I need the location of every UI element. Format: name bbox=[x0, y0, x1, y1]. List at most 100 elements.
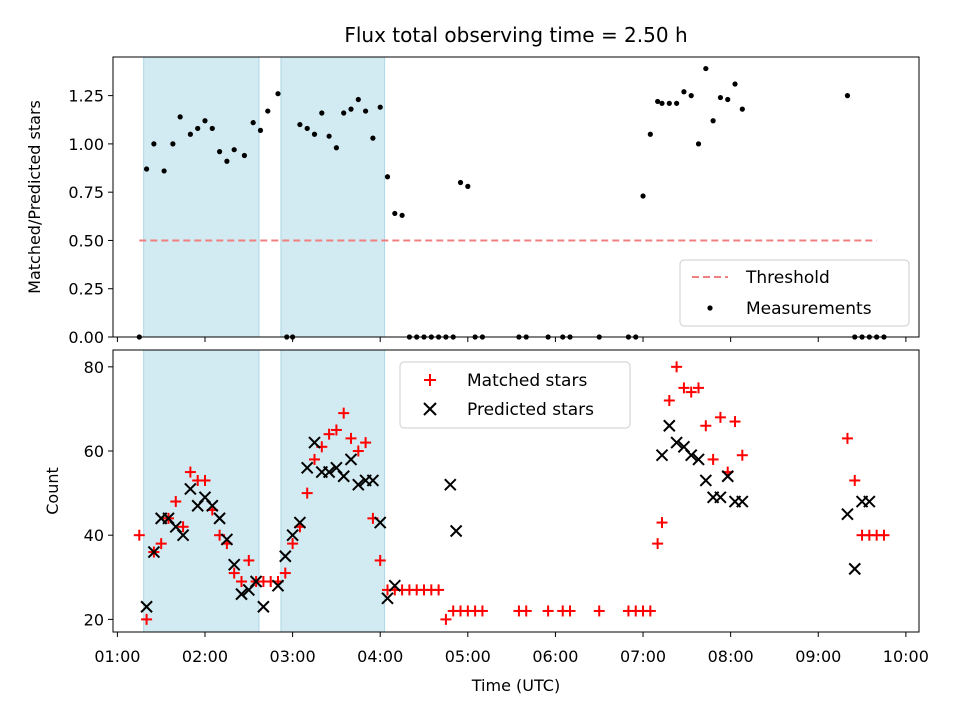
measurement-point bbox=[216, 149, 223, 155]
x-tick-label: 09:00 bbox=[795, 647, 841, 666]
observing-interval-shade bbox=[143, 56, 260, 338]
measurement-point bbox=[647, 131, 653, 137]
matched-star-point bbox=[671, 361, 683, 373]
predicted-star-point bbox=[366, 474, 380, 487]
measurement-point bbox=[844, 93, 851, 99]
predicted-star-point bbox=[206, 499, 219, 512]
x-tick-label: 05:00 bbox=[445, 647, 491, 666]
predicted-star-point bbox=[308, 436, 321, 449]
measurement-point bbox=[151, 141, 157, 147]
matched-star-point bbox=[243, 554, 255, 566]
matched-star-point bbox=[729, 416, 741, 428]
measurement-point bbox=[732, 81, 738, 87]
measurement-point bbox=[297, 121, 303, 128]
measurement-point bbox=[703, 65, 709, 72]
predicted-star-point bbox=[692, 453, 705, 466]
matched-star-point bbox=[542, 605, 554, 617]
matched-star-point bbox=[301, 487, 313, 499]
matched-star-point bbox=[693, 382, 705, 394]
predicted-star-point bbox=[235, 587, 248, 601]
predicted-star-point bbox=[220, 533, 234, 546]
top-legend: Threshold Measurements bbox=[679, 259, 910, 327]
y-tick-label: 0.50 bbox=[68, 231, 104, 250]
measurement-point bbox=[304, 125, 310, 132]
predicted-star-point bbox=[670, 436, 683, 449]
measurement-point bbox=[710, 118, 716, 124]
bottom-axes-frame bbox=[112, 349, 920, 633]
predicted-star-point bbox=[279, 550, 292, 563]
matched-star-point bbox=[520, 605, 532, 617]
top-legend-box bbox=[679, 259, 910, 327]
measurement-point bbox=[177, 114, 183, 120]
x-tick-label: 02:00 bbox=[182, 647, 228, 666]
y-tick-label: 20 bbox=[84, 610, 104, 629]
measurement-point bbox=[311, 131, 318, 137]
observing-interval-shade bbox=[280, 349, 386, 633]
predicted-star-point bbox=[848, 562, 861, 576]
measurement-point bbox=[363, 108, 369, 114]
measurement-point bbox=[341, 110, 347, 116]
predicted-star-point bbox=[841, 507, 854, 521]
matched-star-point bbox=[878, 529, 890, 541]
y-tick-label: 0.75 bbox=[68, 183, 104, 202]
predicted-star-point bbox=[663, 419, 676, 432]
measurement-point bbox=[739, 106, 745, 112]
matched-star-point bbox=[133, 529, 145, 541]
x-tick-label: 06:00 bbox=[532, 647, 578, 666]
predicted-star-point bbox=[449, 524, 463, 538]
matched-star-point bbox=[309, 453, 320, 465]
predicted-star-point bbox=[373, 516, 387, 529]
observing-interval-shade bbox=[143, 349, 260, 633]
matched-star-point bbox=[652, 538, 664, 550]
matched-star-point bbox=[685, 386, 697, 398]
matched-star-point bbox=[678, 382, 690, 394]
matched-star-point bbox=[141, 613, 153, 625]
chart-title: Flux total observing time = 2.50 h bbox=[344, 23, 687, 47]
matched-star-point bbox=[184, 466, 196, 478]
measurement-point bbox=[457, 179, 464, 186]
top-axes-frame bbox=[112, 56, 920, 338]
y-tick-label: 0.00 bbox=[68, 328, 104, 347]
y-tick-label: 60 bbox=[84, 442, 104, 461]
predicted-star-point bbox=[140, 600, 153, 613]
measurement-point bbox=[681, 89, 687, 95]
matched-star-point bbox=[593, 605, 605, 617]
y-tick-label: 0.25 bbox=[68, 280, 104, 299]
predicted-star-point bbox=[257, 600, 270, 613]
predicted-star-point bbox=[721, 470, 734, 483]
matched-star-point bbox=[440, 613, 452, 625]
y-tick-label: 40 bbox=[84, 526, 104, 545]
measurement-point bbox=[195, 125, 201, 132]
measurement-point bbox=[275, 91, 281, 97]
matched-star-point bbox=[338, 407, 350, 419]
measurement-point bbox=[241, 152, 248, 159]
matched-star-point bbox=[841, 432, 853, 444]
matched-star-point bbox=[564, 605, 576, 617]
matched-star-point bbox=[476, 605, 488, 617]
top-y-ticks: 0.00 0.25 0.50 0.75 1.00 1.25 bbox=[68, 87, 113, 347]
predicted-star-point bbox=[655, 449, 669, 462]
legend-matched-label: Matched stars bbox=[467, 371, 587, 391]
predicted-star-point bbox=[271, 579, 285, 592]
measurement-point bbox=[688, 93, 694, 99]
predicted-star-point bbox=[699, 474, 713, 487]
measurement-point bbox=[348, 106, 354, 112]
matched-star-point bbox=[155, 538, 167, 550]
measurement-point bbox=[231, 147, 237, 153]
predicted-star-point bbox=[337, 470, 350, 483]
legend-predicted-swatch bbox=[423, 402, 437, 416]
bottom-shaded-intervals bbox=[143, 349, 386, 633]
measurement-point bbox=[355, 96, 361, 103]
measurement-point bbox=[224, 158, 230, 164]
measurement-point bbox=[265, 108, 271, 114]
measurement-point bbox=[209, 125, 215, 132]
measurement-point bbox=[202, 118, 208, 124]
matched-star-point bbox=[360, 437, 372, 449]
predicted-star-point bbox=[685, 449, 698, 462]
matched-star-point bbox=[644, 605, 656, 617]
matched-star-point bbox=[433, 584, 445, 596]
measurement-point bbox=[319, 110, 325, 116]
measurement-point bbox=[655, 98, 661, 105]
predicted-star-point bbox=[381, 592, 394, 605]
